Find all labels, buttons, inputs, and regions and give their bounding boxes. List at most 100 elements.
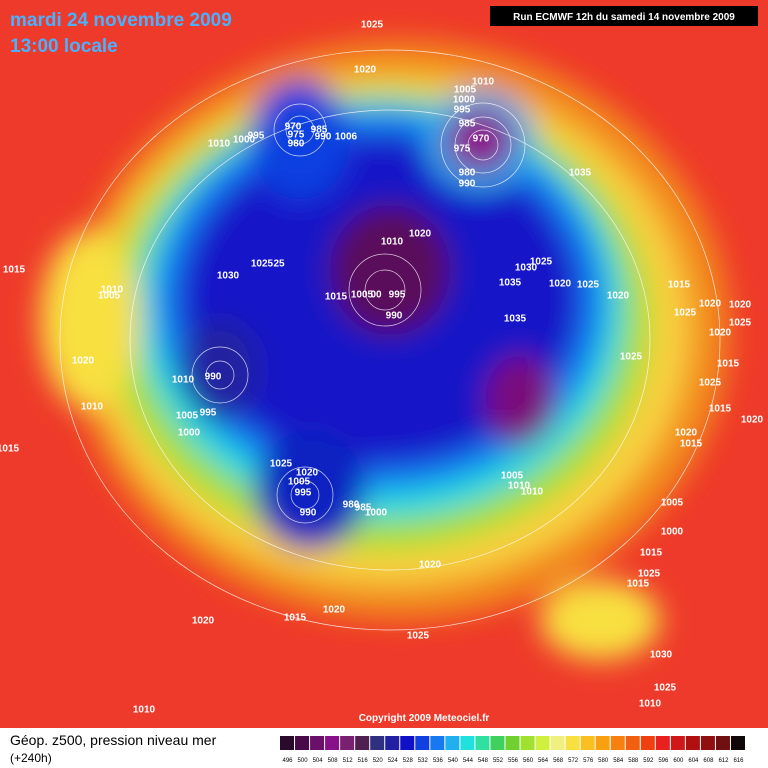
scale-label: 604 <box>688 758 699 764</box>
isobar-label: 1005 <box>288 477 311 488</box>
scale-swatch <box>550 736 565 750</box>
scale-label: 548 <box>478 758 489 764</box>
scale-swatch <box>640 736 655 750</box>
time: 13:00 locale <box>10 36 118 57</box>
scale-label: 496 <box>283 758 294 764</box>
color-scale: 496 500 504 508 512 516 520 524 528 532 536 540 544 5… <box>280 736 745 764</box>
isobar-label: 1015 <box>680 439 703 450</box>
isobar-label: 1000 <box>233 135 256 146</box>
isobar-label: 1010 <box>521 487 544 498</box>
isobar-label: 1015 <box>627 579 650 590</box>
scale-label: 616 <box>733 758 744 764</box>
isobar-label: 1015 <box>284 613 307 624</box>
scale-label: 584 <box>613 758 624 764</box>
scale-swatch <box>580 736 595 750</box>
scale-label: 612 <box>718 758 729 764</box>
isobar-labels: 1025102010101005100099598597097598099010… <box>0 20 764 716</box>
footer-lead: (+240h) <box>10 751 52 765</box>
isobar-label: 1010 <box>381 237 404 248</box>
scale-label: 580 <box>598 758 609 764</box>
isobar-label: 1020 <box>323 605 346 616</box>
isobar-label: 1025 <box>407 631 430 642</box>
isobar-label: 990 <box>459 179 476 190</box>
isobar-label: 1005 <box>176 411 199 422</box>
scale-swatch <box>430 736 445 750</box>
isobar-label: 1030 <box>515 263 538 274</box>
isobar-label: 1020 <box>549 279 572 290</box>
scale-label: 608 <box>703 758 714 764</box>
scale-label: 592 <box>643 758 654 764</box>
isobar-label: 1010 <box>508 481 531 492</box>
scale-label: 500 <box>298 758 309 764</box>
scale-label: 544 <box>463 758 474 764</box>
isobar-label: 1025 <box>620 352 643 363</box>
isobar-label: 1000 <box>661 527 684 538</box>
isobar-label: 1020 <box>741 415 764 426</box>
isobar-label: 1010 <box>208 139 231 150</box>
scale-swatch <box>460 736 475 750</box>
isobar-label: 990 <box>386 311 403 322</box>
scale-label: 572 <box>568 758 579 764</box>
scale-label: 600 <box>673 758 684 764</box>
isobar-label: 1020 <box>354 65 377 76</box>
isobar-label: 980 <box>288 139 305 150</box>
isobar-label: 1020 <box>296 468 319 479</box>
isobar-label: 1010 <box>172 375 195 386</box>
isobar-label: 1035 <box>499 278 522 289</box>
footer-label: Géop. z500, pression niveau mer <box>10 732 217 748</box>
isobar-label: 1025 <box>361 20 384 31</box>
date: mardi 24 novembre 2009 <box>10 10 232 31</box>
isobar-label: 975 <box>454 144 471 155</box>
isobar-label: 1005 <box>98 291 121 302</box>
isobar-label: 1015 <box>325 292 348 303</box>
scale-swatch <box>730 736 745 750</box>
scale-label: 504 <box>313 758 324 764</box>
isobar-label: 1010 <box>81 402 104 413</box>
scale-swatch <box>355 736 370 750</box>
isobar-label: 980 <box>459 168 476 179</box>
scale-swatch <box>565 736 580 750</box>
isobar-label: 985 <box>355 503 372 514</box>
scale-swatch <box>445 736 460 750</box>
isobar-label: 25 <box>273 259 285 270</box>
isobar-label: 980 <box>343 500 360 511</box>
isobar-label: 995 <box>248 131 265 142</box>
isobar-label: 990 <box>205 372 222 383</box>
scale-swatch <box>625 736 640 750</box>
copyright: Copyright 2009 Meteociel.fr <box>359 713 490 724</box>
isobar-label: 995 <box>295 488 312 499</box>
scale-label: 520 <box>373 758 384 764</box>
isobar-label: 985 <box>311 125 328 136</box>
isobar-label: 1020 <box>675 428 698 439</box>
isobar-label: 1025 <box>270 459 293 470</box>
isobar-label: 1000 <box>453 95 476 106</box>
scale-label: 564 <box>538 758 549 764</box>
isobar-label: 1020 <box>709 328 732 339</box>
isobar-label: 1020 <box>729 300 752 311</box>
isobar-label: 1020 <box>699 299 722 310</box>
isobar-label: 1006 <box>335 132 358 143</box>
scale-swatch <box>415 736 430 750</box>
isobar-label: 1000 <box>365 508 388 519</box>
isobar-label: 1000 <box>178 428 201 439</box>
isobar-label: 995 <box>200 408 217 419</box>
scale-swatch <box>715 736 730 750</box>
isobar-label: 1005 <box>501 471 524 482</box>
isobar-label: 1030 <box>650 650 673 661</box>
isobar-label: 985 <box>459 119 476 130</box>
scale-label: 576 <box>583 758 594 764</box>
scale-label: 560 <box>523 758 534 764</box>
scale-label: 588 <box>628 758 639 764</box>
isobar-label: 970 <box>285 122 302 133</box>
isobar-label: 1005 <box>661 498 684 509</box>
scale-label: 532 <box>418 758 429 764</box>
isobar-label: 1025 <box>699 378 722 389</box>
run: Run ECMWF 12h du samedi 14 novembre 2009 <box>513 12 735 23</box>
isobar-label: 1020 <box>192 616 215 627</box>
scale-swatch <box>385 736 400 750</box>
scale-swatch <box>310 736 325 750</box>
isobar-label: 1025 <box>654 683 677 694</box>
isobar-label: 1005 <box>454 85 477 96</box>
scale-swatch <box>370 736 385 750</box>
scale-label: 568 <box>553 758 564 764</box>
